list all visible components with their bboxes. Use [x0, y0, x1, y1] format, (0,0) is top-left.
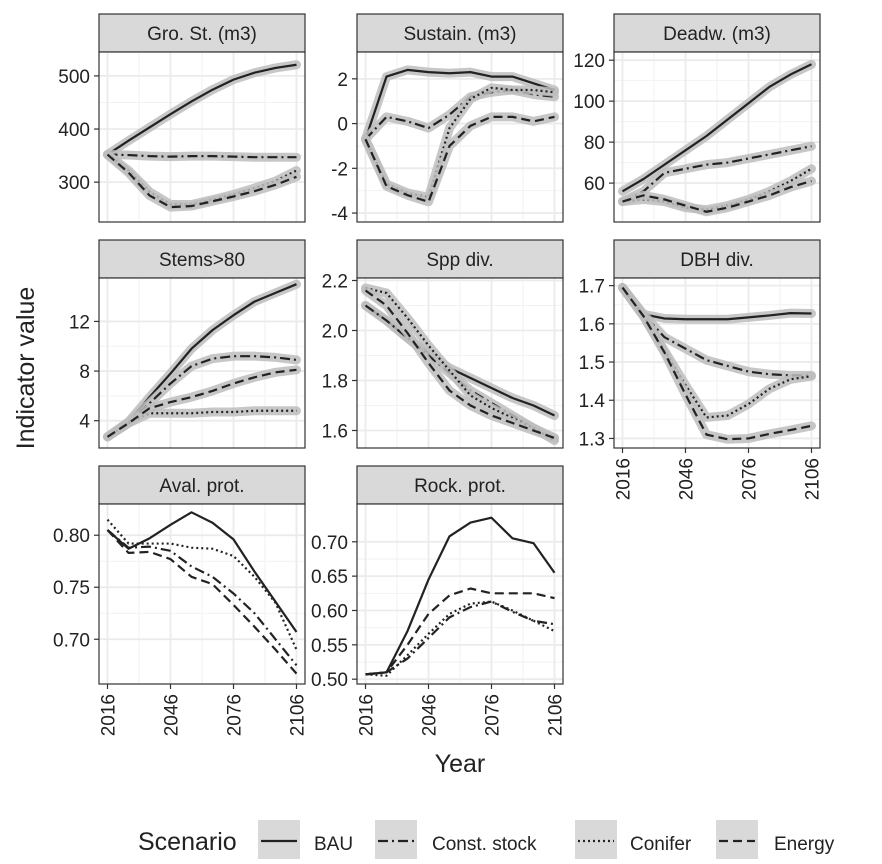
panel-6-x-tick-label: 2016 [614, 458, 635, 500]
legend-conifer-key [575, 820, 617, 859]
panel-6-y-tick-label: 1.3 [579, 429, 605, 450]
panel-6-title: DBH div. [680, 250, 754, 271]
panel-7-y-tick-label: 0.80 [53, 526, 90, 547]
legend-energy-label: Energy [774, 834, 835, 855]
panel-1-y-tick-label: 400 [58, 120, 90, 141]
panel-7-y-tick-label: 0.75 [53, 578, 90, 599]
panel-6-y-tick-label: 1.6 [579, 315, 605, 336]
panel-2-y-tick-label: -4 [331, 204, 348, 225]
panel-4-y-tick-label: 8 [79, 362, 90, 383]
panel-5-title: Spp div. [426, 250, 493, 271]
panel-6-y-tick-label: 1.7 [579, 277, 605, 298]
panel-4-title: Stems>80 [159, 250, 245, 271]
panel-3-y-tick-label: 100 [573, 92, 605, 113]
panel-3-y-tick-label: 120 [573, 51, 605, 72]
panel-6-x-tick-label: 2046 [677, 458, 698, 500]
panel-6-x-tick-label: 2106 [802, 458, 823, 500]
panel-1-y-tick-label: 500 [58, 67, 90, 88]
panel-7-y-tick-label: 0.70 [53, 630, 90, 651]
panel-8-y-tick-label: 0.60 [311, 601, 348, 622]
panel-8-y-tick-label: 0.65 [311, 567, 348, 588]
panel-8-y-tick-label: 0.70 [311, 533, 348, 554]
legend-const-stock-key [375, 820, 417, 859]
panel-6-y-tick-label: 1.5 [579, 353, 605, 374]
panel-3-y-tick-label: 60 [584, 174, 605, 195]
panel-7-x-tick-label: 2046 [162, 694, 183, 736]
panel-3-y-tick-label: 80 [584, 133, 605, 154]
panel-8-x-tick-label: 2046 [420, 694, 441, 736]
panel-2-y-tick-label: 2 [337, 70, 348, 91]
legend-title: Scenario [138, 828, 237, 856]
panel-2-y-tick-label: 0 [337, 115, 348, 136]
legend-bau-key [258, 820, 300, 859]
panel-8-y-tick-label: 0.55 [311, 636, 348, 657]
panel-7-title: Aval. prot. [159, 476, 244, 497]
x-axis-title: Year [435, 750, 486, 778]
panel-8-x-tick-label: 2106 [545, 694, 566, 736]
panel-5-y-tick-label: 2.0 [322, 322, 348, 343]
panel-8-title: Rock. prot. [414, 476, 506, 497]
legend-energy-key [716, 820, 758, 859]
panel-5-y-tick-label: 1.6 [322, 422, 348, 443]
panel-4-y-tick-label: 4 [79, 412, 90, 433]
legend-bau-label: BAU [314, 834, 353, 855]
panel-6-x-tick-label: 2076 [739, 458, 760, 500]
y-axis-title: Indicator value [12, 287, 40, 450]
panel-7-x-tick-label: 2076 [224, 694, 245, 736]
panel-5-y-tick-label: 1.8 [322, 372, 348, 393]
panel-7-x-tick-label: 2016 [99, 694, 120, 736]
panel-2-y-tick-label: -2 [331, 159, 348, 180]
panel-1-title: Gro. St. (m3) [147, 24, 257, 45]
panel-8-x-tick-label: 2016 [357, 694, 378, 736]
legend-conifer-label: Conifer [630, 834, 692, 855]
panel-8-x-tick-label: 2076 [482, 694, 503, 736]
panel-2-title: Sustain. (m3) [404, 24, 517, 45]
panel-3-title: Deadw. (m3) [663, 24, 771, 45]
legend-const-stock-label: Const. stock [432, 834, 537, 855]
panel-1-y-tick-label: 300 [58, 173, 90, 194]
panel-4-y-tick-label: 12 [69, 312, 90, 333]
panel-7-x-tick-label: 2106 [287, 694, 308, 736]
panel-6-y-tick-label: 1.4 [579, 391, 606, 412]
panel-5-y-tick-label: 2.2 [322, 272, 348, 293]
panel-8-y-tick-label: 0.50 [311, 670, 348, 691]
